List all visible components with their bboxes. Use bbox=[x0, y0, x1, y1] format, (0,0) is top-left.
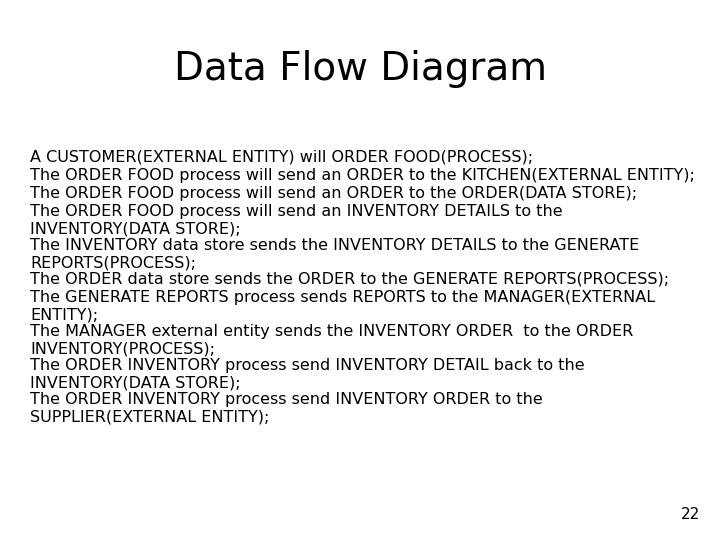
Text: A CUSTOMER(EXTERNAL ENTITY) will ORDER FOOD(PROCESS);: A CUSTOMER(EXTERNAL ENTITY) will ORDER F… bbox=[30, 150, 533, 165]
Text: The MANAGER external entity sends the INVENTORY ORDER  to the ORDER
INVENTORY(PR: The MANAGER external entity sends the IN… bbox=[30, 324, 634, 357]
Text: The ORDER INVENTORY process send INVENTORY ORDER to the
SUPPLIER(EXTERNAL ENTITY: The ORDER INVENTORY process send INVENTO… bbox=[30, 392, 543, 425]
Text: The ORDER FOOD process will send an ORDER to the KITCHEN(EXTERNAL ENTITY);: The ORDER FOOD process will send an ORDE… bbox=[30, 168, 695, 183]
Text: The ORDER FOOD process will send an INVENTORY DETAILS to the
INVENTORY(DATA STOR: The ORDER FOOD process will send an INVE… bbox=[30, 204, 562, 237]
Text: The ORDER INVENTORY process send INVENTORY DETAIL back to the
INVENTORY(DATA STO: The ORDER INVENTORY process send INVENTO… bbox=[30, 358, 585, 391]
Text: The ORDER FOOD process will send an ORDER to the ORDER(DATA STORE);: The ORDER FOOD process will send an ORDE… bbox=[30, 186, 637, 201]
Text: The INVENTORY data store sends the INVENTORY DETAILS to the GENERATE
REPORTS(PRO: The INVENTORY data store sends the INVEN… bbox=[30, 238, 639, 271]
Text: The ORDER data store sends the ORDER to the GENERATE REPORTS(PROCESS);: The ORDER data store sends the ORDER to … bbox=[30, 272, 669, 287]
Text: The GENERATE REPORTS process sends REPORTS to the MANAGER(EXTERNAL
ENTITY);: The GENERATE REPORTS process sends REPOR… bbox=[30, 290, 655, 323]
Text: Data Flow Diagram: Data Flow Diagram bbox=[174, 50, 546, 88]
Text: 22: 22 bbox=[680, 507, 700, 522]
